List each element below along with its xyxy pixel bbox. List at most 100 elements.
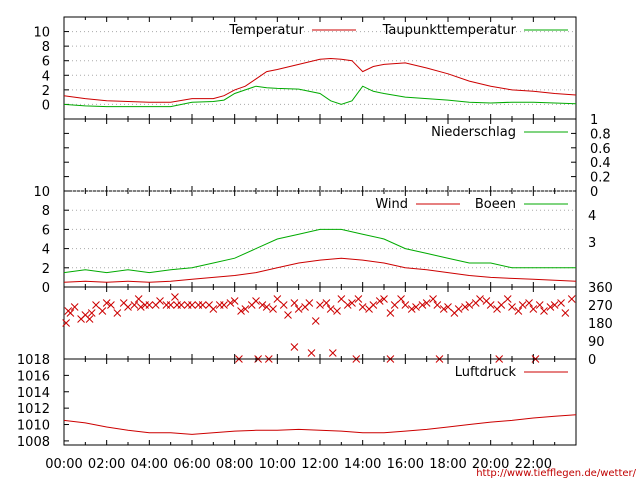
pressure-ytick-label: 1018 [17,353,50,368]
wind-direction-point [290,343,299,351]
wind-direction-point [166,301,175,309]
wind-direction-point [514,307,523,315]
x-tick-label: 00:00 [45,457,82,472]
wind-direction-point [529,305,538,313]
wind-direction-point [476,295,484,303]
wind_direction-y2tick-label: 360 [588,281,613,296]
wind-direction-point [136,303,145,311]
x-tick-label: 06:00 [173,457,210,472]
wind_direction-y2tick-label: 90 [588,335,605,350]
wind-direction-point [188,301,196,309]
temperature-ytick-label: 4 [42,69,50,84]
wind-direction-point [305,299,314,307]
wind-legend-label: Wind [375,197,408,212]
wind-direction-point [401,301,410,309]
wind-direction-point [220,301,228,309]
wind-direction-point [518,301,527,309]
wind-direction-point [156,297,164,305]
source-link[interactable]: http://www.tiefflegen.de/wetter/ [476,468,636,479]
wind-direction-point [316,301,324,309]
temperature-ytick-label: 10 [33,26,50,41]
wind-direction-point [557,299,565,307]
wind-direction-point [375,297,384,305]
wind-direction-point [252,297,260,305]
wind-direction-point [503,295,512,303]
wind-direction-point [348,299,356,307]
wind-direction-point [85,315,94,323]
wind-direction-point [130,301,139,309]
temperature-series-line [63,57,577,103]
temperature-ytick-label: 6 [42,55,50,70]
wind-direction-point [567,295,576,303]
wind_direction-y2tick-label: 180 [588,317,613,332]
wind-direction-point [237,307,245,315]
temperature-ytick-label: 0 [42,98,50,113]
wind-direction-point [209,305,218,313]
wind-direction-point [311,317,320,325]
wind-direction-point [486,301,495,309]
wind-direction-point [412,303,420,311]
wind-direction-point [333,307,341,315]
wind-direction-point [561,309,570,317]
wind-direction-point [429,295,437,303]
wind-direction-point [358,303,367,311]
precipitation-y2tick-label: 0.6 [590,142,611,157]
wind-direction-point [433,301,442,309]
wind-series-line [63,228,576,274]
wind-ytick-label: 2 [42,262,50,277]
x-tick-label: 14:00 [344,457,381,472]
wind-direction-point [290,299,299,307]
wind-y2tick-label: 3 [588,236,596,251]
wind-direction-point [550,301,559,309]
x-tick-label: 10:00 [259,457,296,472]
wind-direction-point [497,301,506,309]
wind-direction-point [439,305,448,313]
precipitation-y2tick-label: 0.2 [590,171,611,186]
wind-direction-point [258,301,267,309]
wind_direction-frame [63,286,577,360]
pressure-legend-label: Luftdruck [455,365,517,380]
wind-ytick-label: 6 [42,223,50,238]
temperature-legend-label: Taupunkttemperatur [382,23,517,38]
wind-direction-point [171,293,179,301]
pressure-ytick-label: 1008 [17,435,50,450]
wind-direction-point [241,305,250,313]
wind-direction-point [337,295,346,303]
precipitation-y2tick-label: 0.4 [590,156,611,171]
wind_direction-y2tick-label: 270 [588,299,613,314]
precipitation-y2tick-label: 1 [590,113,598,128]
wind_direction-y2tick-label: 0 [588,353,596,368]
wind-direction-point [369,301,378,309]
wind-direction-point [546,303,555,311]
temperature-ytick-label: 8 [42,40,50,55]
wind-direction-point [64,307,73,315]
wind-direction-point [92,301,100,309]
wind-direction-point [198,301,207,309]
wind-direction-point [107,301,115,309]
wind-direction-point [540,307,548,315]
precipitation-legend-label: Niederschlag [431,125,516,140]
wind-direction-point [386,309,395,317]
wind-direction-point [390,301,399,309]
wind-direction-point [454,305,463,313]
wind-direction-point [145,301,154,309]
wind-direction-point [230,297,239,305]
wind-direction-point [226,299,235,307]
pressure-ytick-label: 1012 [17,402,50,417]
wind-direction-point [508,303,516,311]
temperature-series-line [63,85,577,108]
wind-direction-point [124,303,132,311]
temperature-legend-label: Temperatur [228,23,304,38]
wind-ytick-label: 4 [42,243,50,258]
wind-direction-point [465,301,474,309]
wind-direction-point [354,295,363,303]
wind-direction-point [134,295,143,303]
wind-direction-point [98,307,107,315]
pressure-ytick-label: 1016 [17,369,50,384]
wind-direction-point [380,295,388,303]
wind-direction-point [70,303,79,311]
wind-direction-point [284,311,292,319]
wind-direction-point [102,299,111,307]
pressure-ytick-label: 1014 [17,386,50,401]
x-tick-label: 18:00 [429,457,466,472]
